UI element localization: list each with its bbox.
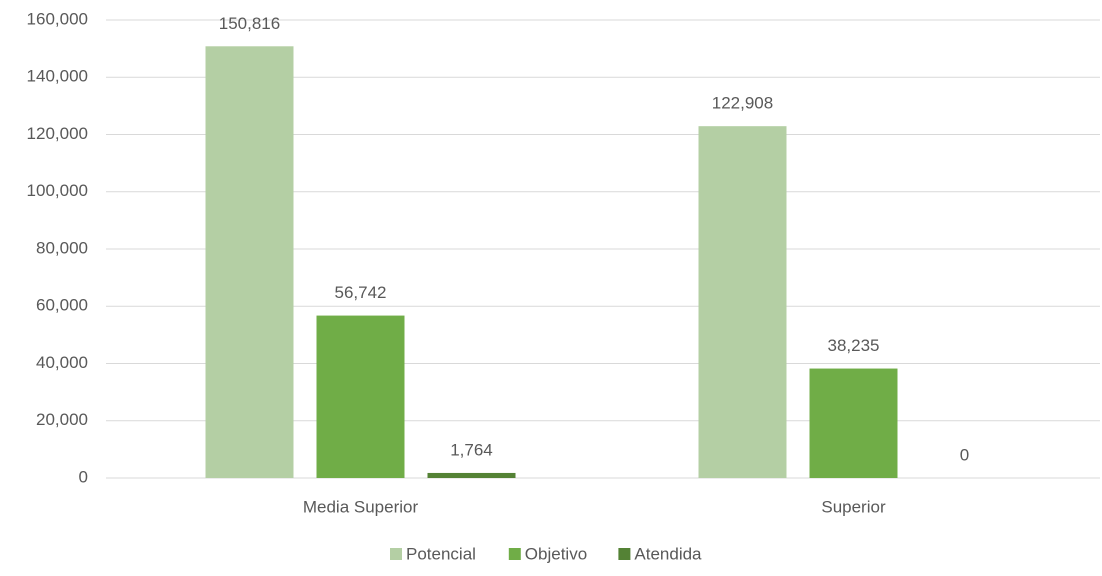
value-label: 38,235 <box>828 336 880 355</box>
value-label: 122,908 <box>712 94 773 113</box>
x-tick-label: Media Superior <box>303 497 419 516</box>
legend-swatch <box>508 548 521 560</box>
value-label: 150,816 <box>219 14 280 33</box>
legend-swatch <box>618 548 631 560</box>
y-tick-label: 60,000 <box>36 296 88 315</box>
legend-label: Potencial <box>406 544 476 563</box>
bar <box>427 472 516 478</box>
y-tick-label: 140,000 <box>27 67 88 86</box>
y-tick-label: 80,000 <box>36 238 88 257</box>
legend-label: Atendida <box>634 544 702 563</box>
y-tick-label: 0 <box>79 467 88 486</box>
y-tick-label: 100,000 <box>27 181 88 200</box>
y-tick-label: 160,000 <box>27 9 88 28</box>
bar <box>698 126 787 479</box>
legend-swatch <box>390 548 402 560</box>
y-tick-label: 120,000 <box>27 124 88 143</box>
y-tick-label: 20,000 <box>36 410 88 429</box>
y-tick-label: 40,000 <box>36 353 88 372</box>
value-label: 0 <box>960 445 969 464</box>
legend-label: Objetivo <box>525 544 587 563</box>
value-label: 1,764 <box>450 440 493 459</box>
bar <box>809 368 898 478</box>
bar <box>205 46 294 479</box>
value-label: 56,742 <box>335 283 387 302</box>
bar <box>316 315 405 478</box>
x-tick-label: Superior <box>821 497 886 516</box>
